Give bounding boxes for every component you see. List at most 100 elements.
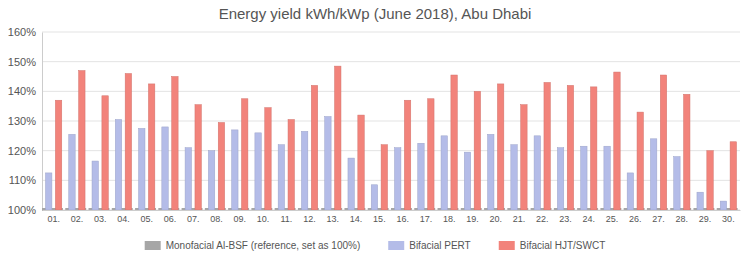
x-tick-label: 17. (420, 214, 433, 224)
x-tick: 29. (699, 210, 712, 224)
x-tick: 07. (187, 210, 200, 224)
legend: Monofacial Al-BSF (reference, set as 100… (145, 240, 606, 251)
bar (335, 66, 341, 210)
y-tick: 140% (8, 85, 42, 97)
x-tick: 14. (350, 210, 363, 224)
bar (614, 72, 620, 210)
bar (241, 99, 247, 210)
x-tick-label: 28. (676, 214, 689, 224)
grid-line (42, 32, 740, 33)
bar (148, 84, 154, 210)
bar (115, 120, 121, 210)
x-tick: 19. (466, 210, 479, 224)
bar (557, 148, 563, 210)
y-tick: 150% (8, 56, 42, 68)
legend-label: Bifacial HJT/SWCT (520, 240, 606, 251)
x-tick-label: 22. (536, 214, 549, 224)
x-tick-label: 14. (350, 214, 363, 224)
x-tick-label: 01. (47, 214, 60, 224)
plot: 100%110%120%130%140%150%160%01.02.03.04.… (8, 26, 741, 224)
x-tick: 12. (303, 210, 316, 224)
x-tick-label: 16. (396, 214, 409, 224)
x-tick-label: 24. (583, 214, 596, 224)
x-tick-label: 29. (699, 214, 712, 224)
y-axis: 100%110%120%130%140%150%160% (8, 26, 43, 216)
bars (42, 66, 738, 211)
bar (521, 105, 527, 210)
legend-swatch (145, 241, 161, 250)
grid-line (42, 91, 740, 92)
title: Energy yield kWh/kWp (June 2018), Abu Dh… (219, 5, 532, 22)
x-tick: 22. (536, 210, 549, 224)
x-tick: 05. (140, 210, 153, 224)
x-tick: 06. (164, 210, 177, 224)
grid (42, 32, 740, 210)
chart: Energy yield kWh/kWp (June 2018), Abu Dh… (0, 0, 750, 258)
bar (684, 94, 690, 210)
bar (590, 87, 596, 210)
bar (404, 100, 410, 210)
x-tick: 28. (676, 210, 689, 224)
grid-line (42, 61, 740, 62)
bar (102, 96, 108, 210)
bar (218, 122, 224, 210)
bar (69, 134, 75, 210)
x-tick: 15. (373, 210, 386, 224)
y-tick-label: 160% (8, 26, 36, 38)
bar (441, 136, 447, 210)
grid-line (42, 150, 740, 151)
bar (707, 151, 713, 210)
x-tick: 25. (606, 210, 619, 224)
x-tick-label: 07. (187, 214, 200, 224)
x-tick-label: 19. (466, 214, 479, 224)
bar (195, 105, 201, 210)
bar (348, 158, 354, 210)
x-tick: 27. (652, 210, 665, 224)
x-tick-label: 03. (94, 214, 107, 224)
x-tick: 20. (489, 210, 502, 224)
bar (697, 192, 703, 210)
x-tick-label: 10. (257, 214, 270, 224)
bar (92, 161, 98, 210)
bar (720, 201, 726, 210)
bar (139, 128, 145, 210)
series (45, 117, 726, 210)
bar (567, 85, 573, 210)
x-tick: 30. (722, 210, 735, 224)
x-tick: 01. (47, 210, 60, 224)
x-tick: 03. (94, 210, 107, 224)
x-tick-label: 21. (513, 214, 526, 224)
bar (311, 85, 317, 210)
x-tick-label: 23. (559, 214, 572, 224)
x-axis-line (43, 210, 741, 211)
x-tick-label: 20. (489, 214, 502, 224)
bar (265, 108, 271, 210)
x-tick: 02. (71, 210, 84, 224)
x-tick-label: 18. (443, 214, 456, 224)
bar (232, 130, 238, 210)
bar (278, 145, 284, 210)
series (55, 66, 736, 210)
x-tick-label: 25. (606, 214, 619, 224)
bar (627, 173, 633, 210)
x-tick-label: 15. (373, 214, 386, 224)
x-tick-label: 27. (652, 214, 665, 224)
x-tick: 23. (559, 210, 572, 224)
x-tick: 18. (443, 210, 456, 224)
bar (185, 148, 191, 210)
x-tick-label: 11. (280, 214, 292, 224)
bar (125, 74, 131, 210)
bar (418, 143, 424, 210)
grid-line (42, 121, 740, 122)
grid-line (42, 180, 740, 181)
bar (604, 146, 610, 210)
y-tick-label: 150% (8, 56, 36, 68)
y-axis-line (42, 33, 43, 211)
x-axis: 01.02.03.04.05.06.07.08.09.10.11.12.13.1… (43, 210, 741, 224)
x-tick-label: 09. (234, 214, 247, 224)
x-tick: 08. (210, 210, 223, 224)
legend-label: Monofacial Al-BSF (reference, set as 100… (166, 240, 361, 251)
x-tick: 21. (513, 210, 526, 224)
bar (488, 134, 494, 210)
bar (581, 146, 587, 210)
